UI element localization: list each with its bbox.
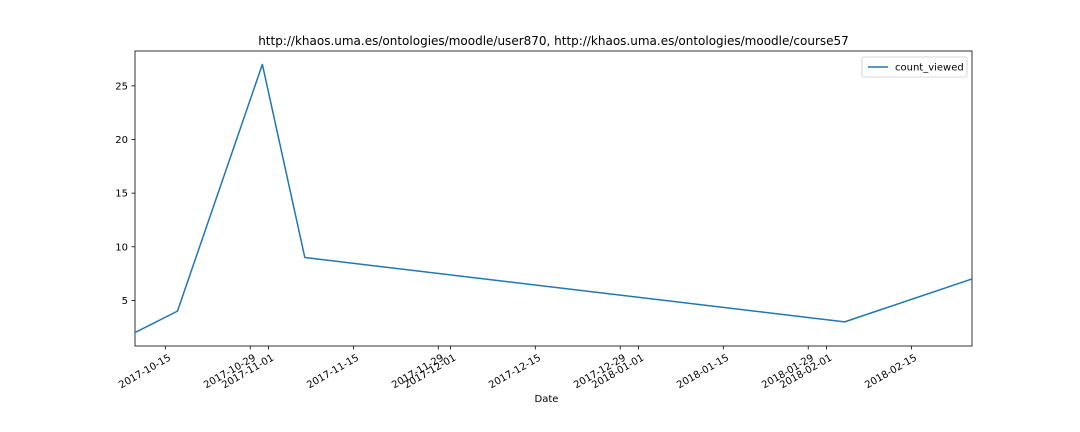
- legend: count_viewed: [861, 56, 968, 78]
- y-axis: 5 10 15 20 25: [115, 81, 135, 307]
- x-tick-label: 2018-02-15: [863, 353, 919, 392]
- y-tick-label: 10: [115, 242, 128, 253]
- series-line-count_viewed: [134, 63, 973, 334]
- chart-title: http://khaos.uma.es/ontologies/moodle/us…: [258, 34, 849, 48]
- x-axis-label: Date: [535, 394, 559, 405]
- x-tick-label: 2018-01-15: [675, 353, 731, 392]
- y-tick-label: 15: [115, 189, 128, 200]
- series-layer: [134, 63, 973, 334]
- y-tick-label: 25: [115, 81, 128, 92]
- legend-box: [861, 56, 968, 78]
- plot-frame: [134, 50, 973, 347]
- plot-area: [134, 50, 973, 347]
- legend-label: count_viewed: [895, 63, 964, 74]
- y-tick-label: 20: [115, 135, 128, 146]
- y-tick-label: 5: [122, 296, 128, 307]
- x-tick-label: 2017-11-15: [305, 353, 361, 392]
- x-tick-label: 2017-10-15: [117, 353, 173, 392]
- x-tick-label: 2017-12-15: [487, 353, 543, 392]
